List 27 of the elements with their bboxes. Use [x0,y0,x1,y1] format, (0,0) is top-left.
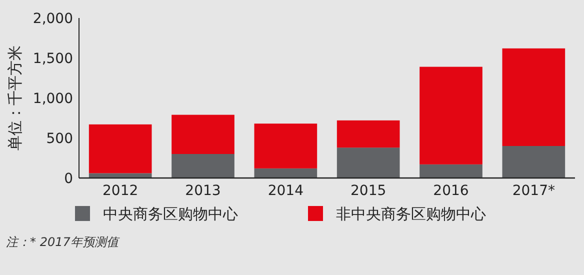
y-tick-label: 500 [46,131,73,147]
x-tick-label: 2012 [102,183,138,199]
y-tick-label: 1,500 [32,51,73,67]
legend-label: 中央商务区购物中心 [103,205,238,223]
bar [420,66,482,164]
bar [502,146,566,178]
y-tick-label: 0 [64,171,73,187]
bar [254,168,318,178]
legend-label: 非中央商务区购物中心 [336,205,486,223]
y-tick-label: 2,000 [32,11,73,27]
x-tick-label: 2017* [512,183,555,199]
bar [88,173,152,178]
bar [420,164,482,178]
bar [172,114,234,154]
text: 注：* 2017年预测值 [6,235,120,249]
bar [336,148,400,178]
x-tick-label: 2013 [185,183,221,199]
bar [336,120,400,148]
bar [172,154,234,178]
bar [254,124,318,168]
bar [88,124,152,174]
x-tick-label: 2014 [268,183,304,199]
bar [502,48,566,146]
x-tick-label: 2016 [433,183,469,199]
y-axis-title: 单位：千平方米 [6,46,24,150]
y-tick-label: 1,000 [32,91,73,107]
x-tick-label: 2015 [350,183,386,199]
